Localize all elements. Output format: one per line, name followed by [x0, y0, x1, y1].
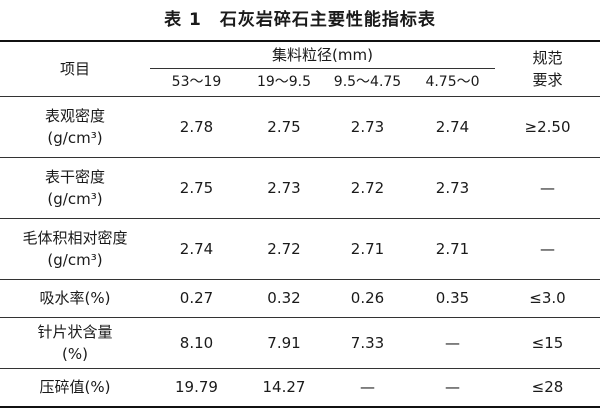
cell: 0.35	[410, 279, 495, 318]
cell-line: 毛体积相对密度	[22, 228, 128, 247]
header-cell: 集料粒径(mm)	[150, 40, 495, 69]
cell: 19.79	[150, 368, 243, 408]
cell: ≤15	[495, 317, 600, 369]
cell: 0.26	[325, 279, 410, 318]
table-head: 项目 集料粒径(mm) 规范 要求 53～19 19～9.5 9.5～4.75 4.75～0	[0, 40, 600, 97]
cell-line: 表观密度	[44, 106, 105, 125]
cell: 2.73	[325, 96, 410, 158]
cell: 2.73	[410, 157, 495, 219]
cell: —	[325, 368, 410, 408]
cell: 14.27	[243, 368, 325, 408]
header-cell: 规范 要求	[495, 40, 600, 97]
cell-line: 针片状含量	[37, 322, 113, 341]
header-cell: 4.75～0	[410, 68, 495, 97]
header-cell: 53～19	[150, 68, 243, 97]
cell: —	[495, 218, 600, 280]
cell: 2.72	[243, 218, 325, 280]
cell-line: 压碎值(%)	[39, 378, 111, 396]
table-title: 表 1 石灰岩碎石主要性能指标表	[164, 10, 436, 30]
table-row: 表干密度 (g/cm³) 2.75 2.73 2.72 2.73—	[0, 157, 600, 219]
header-cell: 项目	[0, 40, 150, 97]
cell-line: 要求	[532, 70, 563, 89]
row-label: 压碎值(%)	[0, 368, 150, 408]
cell: 7.33	[325, 317, 410, 369]
cell: —	[410, 317, 495, 369]
cell: ≤3.0	[495, 279, 600, 318]
cell: 2.72	[325, 157, 410, 219]
cell: 2.75	[243, 96, 325, 158]
cell: ≤28	[495, 368, 600, 408]
row-label: 毛体积相对密度 (g/cm³)	[0, 218, 150, 280]
table-row: 吸水率(%) 0.27 0.32 0.26 0.35 ≤3.0	[0, 279, 600, 318]
header-row: 53～19 19～9.5 9.5～4.75 4.75～0	[0, 68, 600, 97]
table-row: 表观密度 (g/cm³) 2.78 2.75 2.73 2.74 ≥2.50	[0, 96, 600, 158]
table-row: 针片状含量 (%) 8.10 7.91 7.33— ≤15	[0, 317, 600, 369]
cell: 2.73	[243, 157, 325, 219]
cell: —	[410, 368, 495, 408]
data-table: 项目 集料粒径(mm) 规范 要求 53～19 19～9.5 9.5～4.75 4.75～0 …	[0, 40, 600, 408]
cell: 2.71	[410, 218, 495, 280]
header-cell: 19～9.5	[243, 68, 325, 97]
row-label: 吸水率(%)	[0, 279, 150, 318]
cell: ≥2.50	[495, 96, 600, 158]
cell: 2.78	[150, 96, 243, 158]
table-row: 毛体积相对密度 (g/cm³) 2.74 2.72 2.71 2.71—	[0, 218, 600, 280]
table-row: 压碎值(%) 19.79 14.27— — ≤28	[0, 368, 600, 408]
cell: 2.71	[325, 218, 410, 280]
row-label: 表观密度 (g/cm³)	[0, 96, 150, 158]
cell-line: 吸水率(%)	[39, 289, 111, 307]
cell: 0.27	[150, 279, 243, 318]
cell-line: (g/cm³)	[47, 250, 103, 269]
cell: 8.10	[150, 317, 243, 369]
cell-line: (g/cm³)	[47, 128, 103, 147]
cell-line: (%)	[62, 344, 88, 363]
cell-line: 规范	[532, 48, 563, 67]
table-body: 表观密度 (g/cm³) 2.78 2.75 2.73 2.74 ≥2.50 表干密度 (g/c…	[0, 96, 600, 408]
cell: 2.74	[150, 218, 243, 280]
cell: —	[495, 157, 600, 219]
cell: 0.32	[243, 279, 325, 318]
cell: 7.91	[243, 317, 325, 369]
cell: 2.75	[150, 157, 243, 219]
cell: 2.74	[410, 96, 495, 158]
header-row: 项目 集料粒径(mm) 规范 要求	[0, 40, 600, 97]
cell-line: (g/cm³)	[47, 189, 103, 208]
row-label: 表干密度 (g/cm³)	[0, 157, 150, 219]
row-label: 针片状含量 (%)	[0, 317, 150, 369]
cell-line: 表干密度	[44, 167, 105, 186]
header-cell: 9.5～4.75	[325, 68, 410, 97]
